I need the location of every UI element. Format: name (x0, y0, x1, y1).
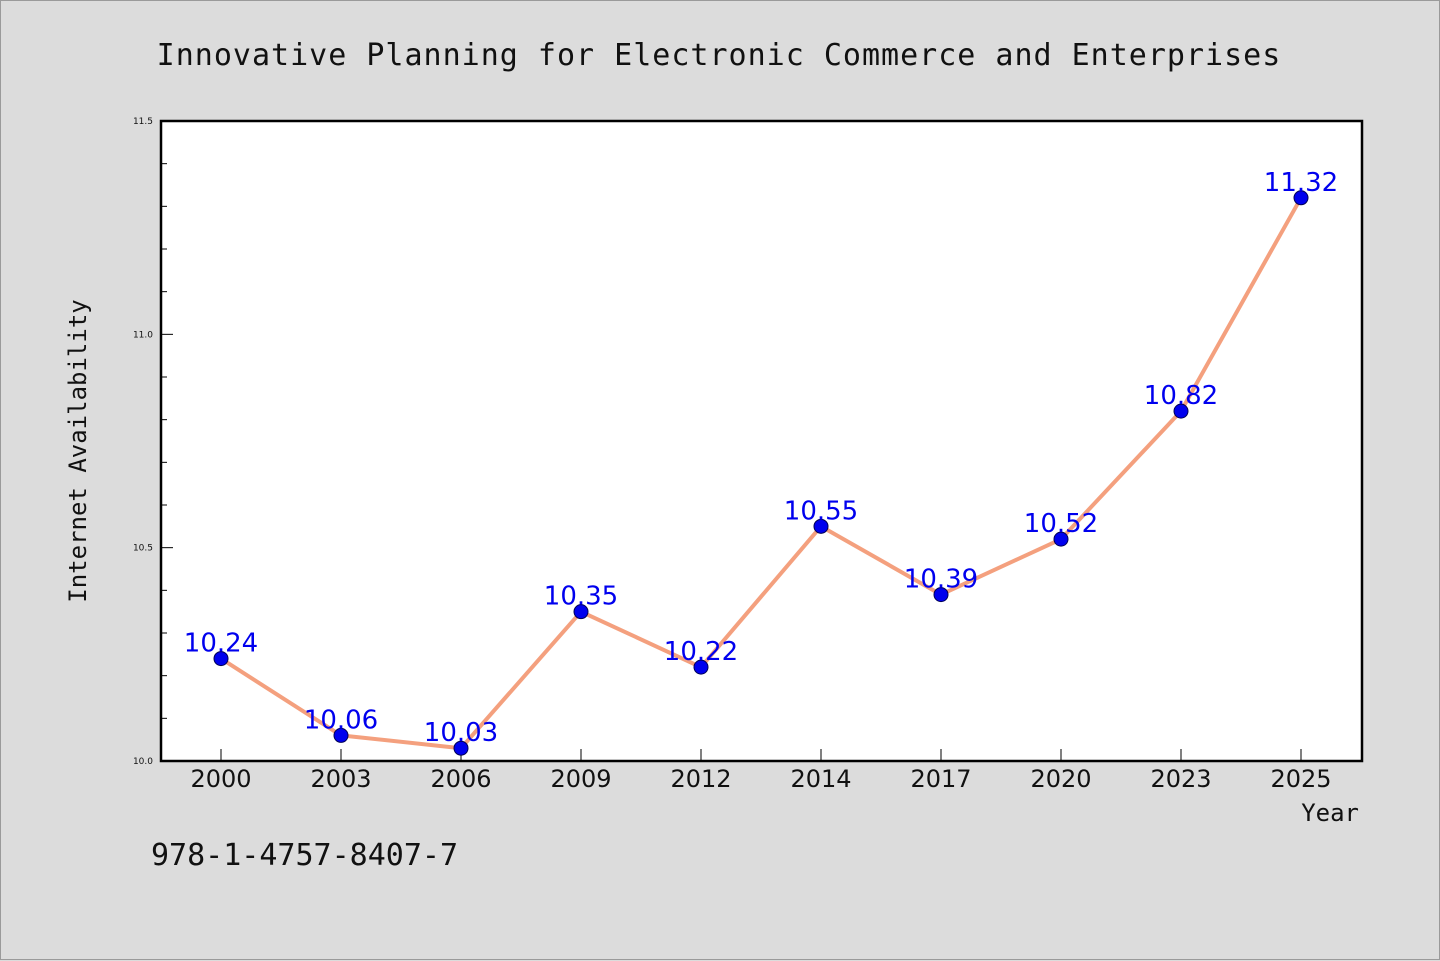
series-line (219, 195, 1303, 751)
y-tick-label: 10.5 (133, 544, 153, 554)
data-point (1173, 403, 1189, 419)
data-label: 10.22 (664, 637, 738, 667)
data-label: 10.52 (1024, 509, 1098, 539)
x-tick-label: 2003 (310, 765, 371, 793)
data-point (333, 727, 349, 743)
data-label: 10.06 (304, 705, 378, 735)
data-point (573, 604, 589, 620)
data-point (1053, 531, 1069, 547)
data-label: 10.24 (184, 629, 258, 659)
y-axis-title: Internet Availability (64, 299, 92, 602)
data-label: 10.35 (544, 582, 618, 612)
x-tick-label: 2006 (430, 765, 491, 793)
data-label: 10.39 (904, 565, 978, 595)
chart-title: Innovative Planning for Electronic Comme… (157, 38, 1282, 73)
x-tick-label: 2023 (1150, 765, 1211, 793)
x-axis-title: Year (1301, 799, 1359, 827)
plot-area (159, 119, 1364, 763)
x-tick-label: 2025 (1270, 765, 1331, 793)
x-tick-label: 2020 (1030, 765, 1091, 793)
x-tick-label: 2000 (190, 765, 251, 793)
x-tick-label: 2017 (910, 765, 971, 793)
isbn-label: 978-1-4757-8407-7 (151, 838, 458, 873)
y-tick-label: 11.5 (133, 117, 153, 127)
data-point (813, 518, 829, 534)
data-label: 10.03 (424, 718, 498, 748)
data-label: 10.55 (784, 496, 858, 526)
y-tick-label: 10.0 (133, 757, 153, 767)
data-point (213, 651, 229, 667)
x-tick-label: 2012 (670, 765, 731, 793)
data-point (693, 659, 709, 675)
series-markers (213, 190, 1309, 756)
data-label: 11.32 (1264, 168, 1338, 198)
y-axis-ticks: 10.0 10.5 11.0 11.5 (133, 117, 173, 767)
data-point (453, 740, 469, 756)
x-axis-ticks: 2000 2003 2006 2009 2012 2014 2017 2020 2023 2025 (190, 749, 1332, 793)
data-label: 10.82 (1144, 381, 1218, 411)
x-tick-label: 2009 (550, 765, 611, 793)
data-point (1293, 190, 1309, 206)
data-point (933, 587, 949, 603)
data-labels: 10.24 10.06 10.03 10.35 10.22 10.55 10.39 10.52… (184, 168, 1338, 748)
y-tick-label: 11.0 (133, 330, 153, 340)
x-tick-label: 2014 (790, 765, 851, 793)
series-line-group (219, 195, 1303, 751)
